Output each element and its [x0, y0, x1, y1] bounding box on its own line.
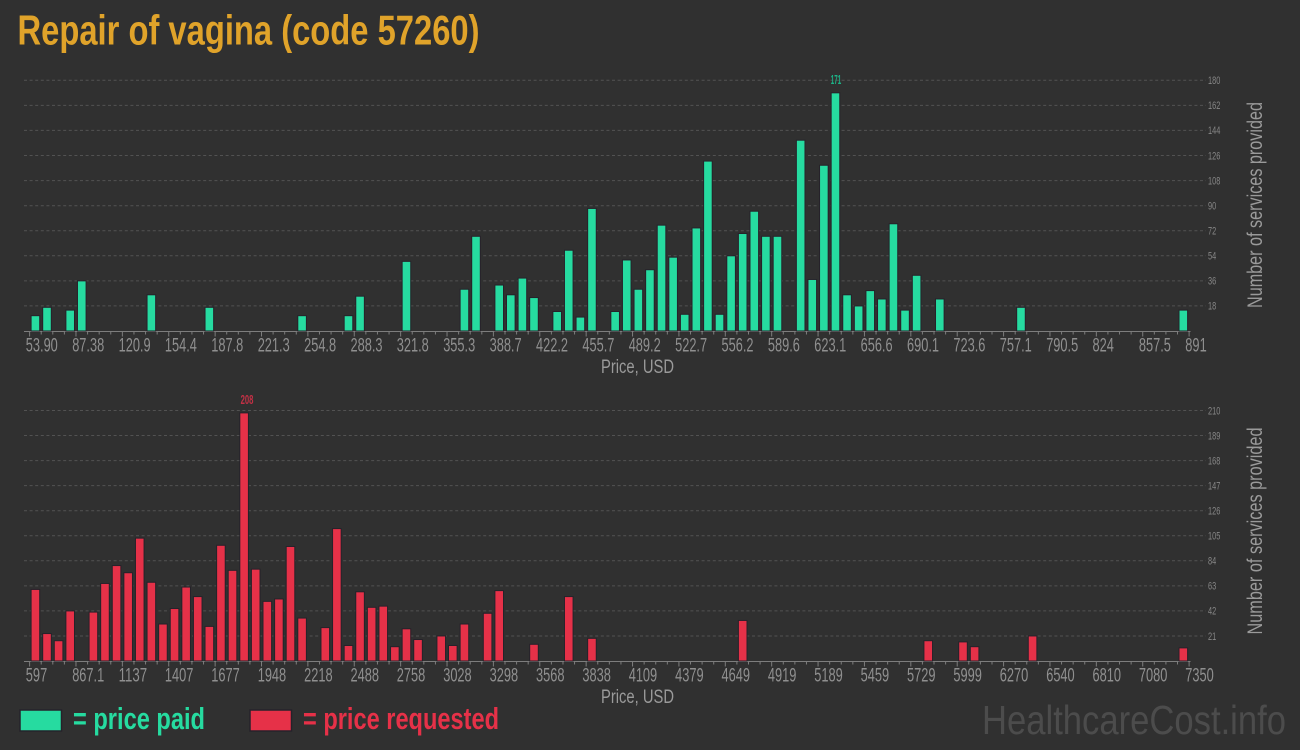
- svg-text:72: 72: [1208, 226, 1216, 238]
- svg-text:824: 824: [1093, 336, 1115, 357]
- svg-text:4649: 4649: [722, 666, 751, 687]
- svg-text:790.5: 790.5: [1046, 336, 1078, 357]
- svg-text:105: 105: [1208, 531, 1220, 543]
- svg-text:3568: 3568: [536, 666, 565, 687]
- svg-text:144: 144: [1208, 125, 1220, 137]
- svg-text:656.6: 656.6: [861, 336, 893, 357]
- svg-text:891: 891: [1185, 336, 1206, 357]
- svg-text:42: 42: [1208, 606, 1216, 618]
- svg-text:Number of services provided: Number of services provided: [1244, 102, 1267, 308]
- svg-text:1407: 1407: [165, 666, 194, 687]
- svg-text:355.3: 355.3: [443, 336, 475, 357]
- svg-text:288.3: 288.3: [351, 336, 383, 357]
- svg-text:168: 168: [1208, 455, 1220, 467]
- svg-text:4109: 4109: [629, 666, 658, 687]
- svg-text:254.8: 254.8: [304, 336, 336, 357]
- svg-text:723.6: 723.6: [953, 336, 985, 357]
- svg-text:556.2: 556.2: [722, 336, 754, 357]
- svg-text:= price requested: = price requested: [303, 701, 499, 736]
- svg-text:422.2: 422.2: [536, 336, 568, 357]
- svg-text:1677: 1677: [211, 666, 240, 687]
- svg-text:522.7: 522.7: [675, 336, 707, 357]
- svg-text:2488: 2488: [351, 666, 380, 687]
- svg-text:867.1: 867.1: [72, 666, 104, 687]
- svg-text:5459: 5459: [861, 666, 890, 687]
- svg-text:623.1: 623.1: [814, 336, 846, 357]
- svg-text:6810: 6810: [1093, 666, 1122, 687]
- svg-text:210: 210: [1208, 405, 1220, 417]
- svg-text:5999: 5999: [953, 666, 982, 687]
- svg-text:Price, USD: Price, USD: [601, 356, 674, 378]
- svg-text:126: 126: [1208, 150, 1220, 162]
- svg-text:4919: 4919: [768, 666, 797, 687]
- svg-text:Price, USD: Price, USD: [601, 686, 674, 708]
- svg-text:388.7: 388.7: [490, 336, 522, 357]
- svg-text:171: 171: [831, 72, 841, 87]
- svg-text:53.90: 53.90: [26, 336, 58, 357]
- svg-text:5729: 5729: [907, 666, 936, 687]
- svg-text:1137: 1137: [119, 666, 148, 687]
- svg-text:187.8: 187.8: [211, 336, 243, 357]
- svg-text:HealthcareCost.info: HealthcareCost.info: [982, 697, 1286, 743]
- svg-text:690.1: 690.1: [907, 336, 939, 357]
- svg-text:221.3: 221.3: [258, 336, 290, 357]
- svg-text:180: 180: [1208, 75, 1220, 87]
- svg-text:126: 126: [1208, 506, 1220, 518]
- svg-text:108: 108: [1208, 175, 1220, 187]
- svg-text:7080: 7080: [1139, 666, 1168, 687]
- svg-text:120.9: 120.9: [119, 336, 151, 357]
- svg-text:6270: 6270: [1000, 666, 1029, 687]
- svg-text:1948: 1948: [258, 666, 287, 687]
- svg-text:21: 21: [1208, 631, 1216, 643]
- svg-text:3838: 3838: [582, 666, 611, 687]
- svg-text:489.2: 489.2: [629, 336, 661, 357]
- svg-text:7350: 7350: [1185, 666, 1214, 687]
- svg-text:87.38: 87.38: [72, 336, 104, 357]
- svg-text:455.7: 455.7: [582, 336, 614, 357]
- svg-text:4379: 4379: [675, 666, 704, 687]
- svg-text:Number of services provided: Number of services provided: [1244, 428, 1267, 635]
- svg-text:18: 18: [1208, 301, 1216, 313]
- svg-text:2758: 2758: [397, 666, 426, 687]
- svg-text:5189: 5189: [814, 666, 843, 687]
- svg-text:63: 63: [1208, 581, 1216, 593]
- svg-text:54: 54: [1208, 251, 1216, 263]
- svg-text:2218: 2218: [304, 666, 333, 687]
- svg-text:162: 162: [1208, 100, 1220, 112]
- svg-text:3028: 3028: [443, 666, 472, 687]
- svg-text:589.6: 589.6: [768, 336, 800, 357]
- svg-text:321.8: 321.8: [397, 336, 429, 357]
- svg-text:84: 84: [1208, 556, 1216, 568]
- svg-text:189: 189: [1208, 430, 1220, 442]
- svg-text:36: 36: [1208, 276, 1216, 288]
- svg-text:3298: 3298: [490, 666, 518, 687]
- svg-text:208: 208: [241, 392, 254, 407]
- svg-text:147: 147: [1208, 480, 1220, 492]
- svg-text:Repair of vagina (code 57260): Repair of vagina (code 57260): [18, 7, 480, 54]
- svg-text:757.1: 757.1: [1000, 336, 1032, 357]
- svg-text:90: 90: [1208, 200, 1216, 212]
- svg-text:154.4: 154.4: [165, 336, 197, 357]
- svg-text:597: 597: [26, 666, 47, 687]
- svg-text:= price paid: = price paid: [73, 701, 205, 736]
- svg-text:857.5: 857.5: [1139, 336, 1171, 357]
- svg-text:6540: 6540: [1046, 666, 1075, 687]
